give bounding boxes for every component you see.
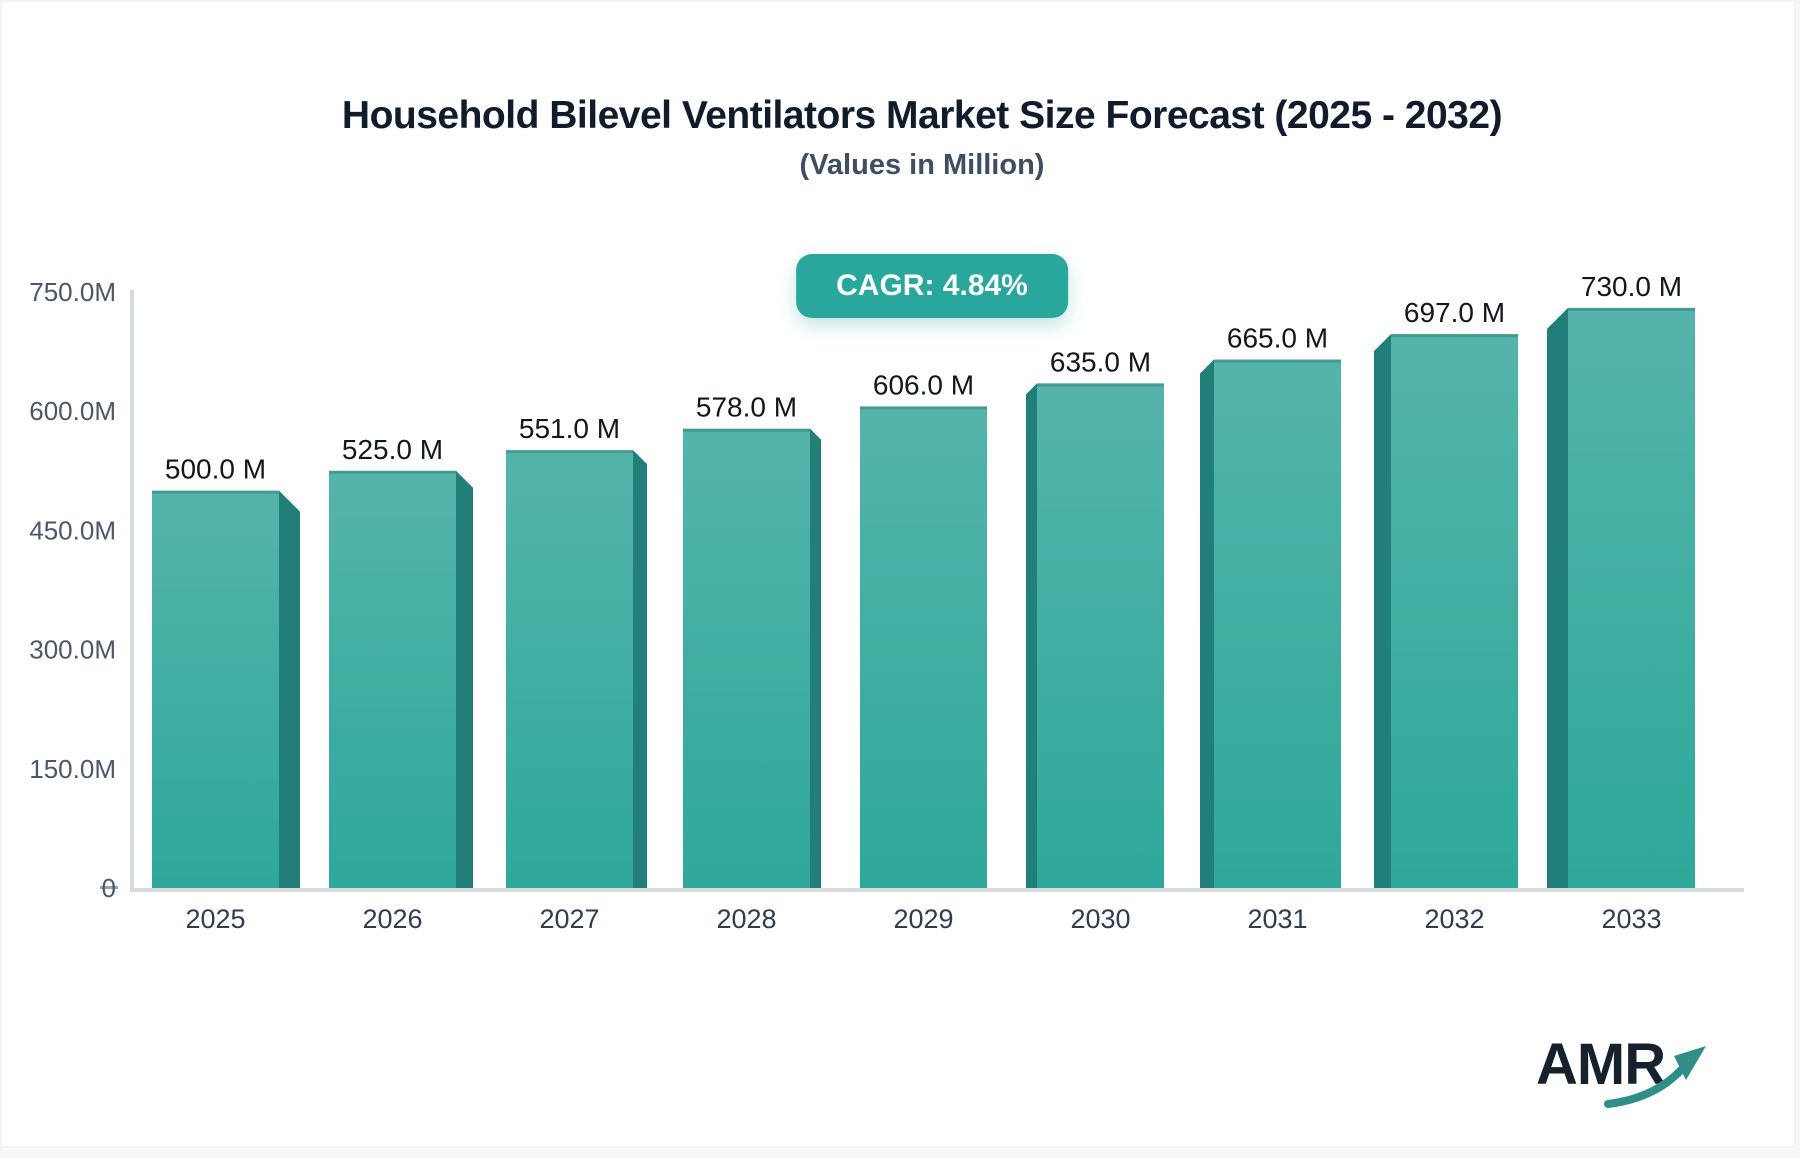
x-axis-category-label: 2030: [1070, 904, 1130, 934]
y-axis-tick-label: 750.0M: [29, 277, 116, 307]
bar-2033: [1568, 307, 1695, 889]
bar-value-label: 665.0 M: [1227, 323, 1328, 354]
bar-side-face: [456, 470, 473, 888]
x-axis-category-label: 2032: [1424, 904, 1484, 934]
y-axis-tick-label: 300.0M: [29, 635, 116, 665]
bar-top-edge: [683, 428, 810, 432]
bar-top-edge: [506, 450, 633, 454]
bar-value-label: 525.0 M: [342, 434, 443, 465]
bar-top-edge: [152, 490, 279, 494]
y-axis-tick-label: 600.0M: [29, 396, 116, 426]
bar-value-label: 551.0 M: [519, 413, 620, 444]
bar-top-edge: [1214, 359, 1341, 363]
y-axis-tick-label: 450.0M: [29, 515, 116, 545]
bar-top-edge: [860, 406, 987, 410]
bar-top-edge: [329, 470, 456, 474]
chart-subtitle: (Values in Million): [799, 149, 1045, 181]
x-axis-category-label: 2028: [716, 904, 776, 934]
bar-side-face: [1200, 359, 1214, 889]
x-axis-category-label: 2031: [1247, 904, 1307, 934]
bar-2028: [683, 428, 810, 888]
bar-2026: [329, 470, 456, 888]
bar-value-label: 500.0 M: [165, 454, 266, 485]
bar-side-face: [810, 428, 821, 888]
bar-value-label: 730.0 M: [1581, 271, 1682, 302]
bar-value-label: 606.0 M: [873, 369, 974, 400]
x-axis-category-label: 2026: [362, 904, 422, 934]
chart-title: Household Bilevel Ventilators Market Siz…: [341, 94, 1503, 137]
bar-side-face: [633, 450, 647, 888]
x-axis-line: [130, 888, 1744, 892]
bar-side-face: [1547, 307, 1568, 889]
bar-2025: [152, 490, 279, 888]
amr-logo-text: AMR: [1536, 1032, 1666, 1097]
bar-value-label: 635.0 M: [1050, 346, 1151, 377]
cagr-badge: CAGR: 4.84%: [796, 254, 1068, 318]
x-axis-category-label: 2027: [539, 904, 599, 934]
bar-side-face: [279, 490, 300, 888]
bar-side-face: [1026, 383, 1037, 888]
bar-side-face: [1374, 334, 1391, 889]
y-axis-line: [130, 290, 134, 892]
bar-value-label: 578.0 M: [696, 392, 797, 423]
x-axis-category-label: 2033: [1601, 904, 1661, 934]
bar-value-label: 697.0 M: [1404, 297, 1505, 328]
bar-2030: [1037, 383, 1164, 888]
bar-2029: [860, 406, 987, 888]
x-axis-category-label: 2025: [185, 904, 245, 934]
trend-arrow-icon: [1604, 1046, 1706, 1108]
bar-2032: [1391, 334, 1518, 889]
bar-2027: [506, 450, 633, 888]
y-axis-tick-label: 150.0M: [29, 754, 116, 784]
zero-tick-dash: [100, 886, 118, 889]
bar-2031: [1214, 359, 1341, 889]
amr-logo: AMR: [1536, 1036, 1736, 1126]
bar-top-edge: [1391, 334, 1518, 338]
y-axis-tick-label: 0: [102, 873, 116, 903]
bar-top-edge: [1568, 307, 1695, 311]
bar-top-edge: [1037, 383, 1164, 387]
x-axis-category-label: 2029: [893, 904, 953, 934]
